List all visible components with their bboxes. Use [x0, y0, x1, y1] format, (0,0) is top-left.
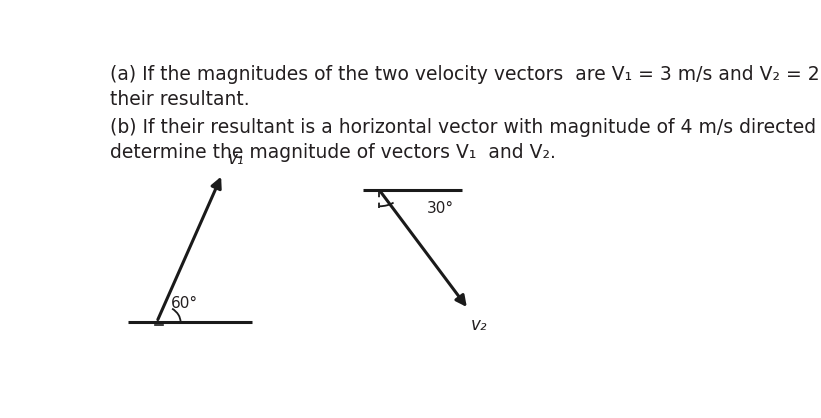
Text: v₂: v₂: [471, 316, 488, 334]
Text: their resultant.: their resultant.: [110, 90, 250, 110]
Text: (a) If the magnitudes of the two velocity vectors  are V₁ = 3 m/s and V₂ = 2 m/s: (a) If the magnitudes of the two velocit…: [110, 65, 821, 84]
Text: 30°: 30°: [427, 201, 454, 217]
Text: v₁: v₁: [227, 150, 244, 168]
Text: (b) If their resultant is a horizontal vector with magnitude of 4 m/s directed t: (b) If their resultant is a horizontal v…: [110, 118, 821, 137]
Text: 60°: 60°: [171, 296, 198, 311]
Text: determine the magnitude of vectors V₁  and V₂.: determine the magnitude of vectors V₁ an…: [110, 143, 556, 163]
